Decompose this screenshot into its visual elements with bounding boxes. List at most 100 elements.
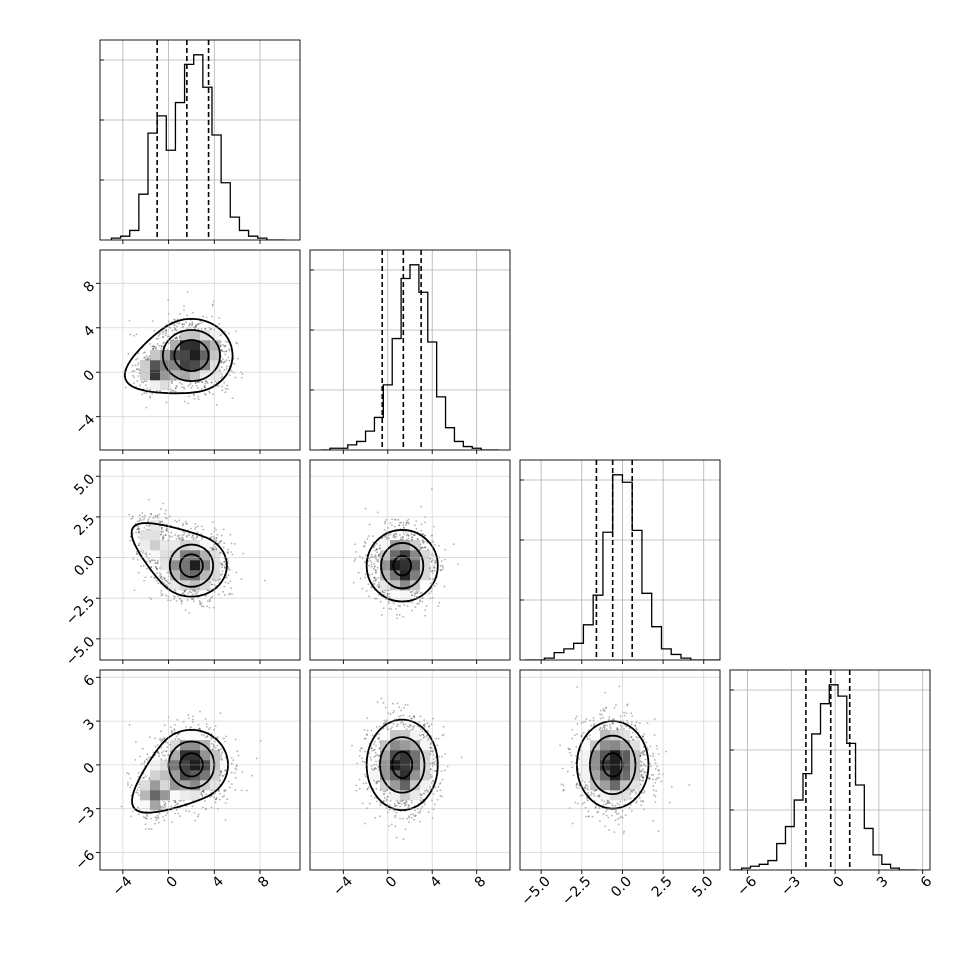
scatter-point bbox=[419, 793, 422, 795]
panel-frame bbox=[99, 39, 301, 241]
scatter-point bbox=[646, 722, 649, 725]
scatter-point bbox=[222, 774, 225, 777]
density-cell bbox=[210, 370, 221, 381]
density-cell bbox=[380, 550, 391, 561]
scatter-point bbox=[198, 603, 201, 605]
scatter-point bbox=[203, 734, 205, 737]
scatter-point bbox=[149, 388, 151, 391]
scatter-point bbox=[441, 568, 444, 571]
density-cell bbox=[630, 750, 641, 761]
density-cell bbox=[150, 790, 161, 801]
scatter-point bbox=[430, 742, 433, 744]
scatter-point bbox=[127, 353, 130, 355]
scatter-point bbox=[142, 518, 145, 521]
scatter-point bbox=[181, 536, 184, 539]
scatter-point bbox=[606, 724, 608, 727]
scatter-point bbox=[420, 733, 423, 736]
scatter-point bbox=[216, 744, 219, 747]
scatter-point bbox=[587, 810, 590, 813]
scatter-point bbox=[607, 816, 610, 819]
scatter-point bbox=[146, 815, 149, 817]
scatter-point bbox=[577, 768, 580, 771]
scatter-point bbox=[608, 829, 611, 831]
scatter-point bbox=[362, 782, 365, 785]
scatter-point bbox=[416, 538, 419, 541]
scatter-point bbox=[178, 335, 181, 338]
scatter-point bbox=[160, 530, 163, 533]
scatter-point bbox=[376, 780, 378, 783]
density-cell bbox=[380, 730, 391, 741]
scatter-point bbox=[145, 757, 148, 760]
scatter-point bbox=[378, 747, 381, 750]
scatter-point bbox=[147, 520, 150, 523]
scatter-point bbox=[568, 748, 570, 751]
scatter-point bbox=[136, 789, 139, 792]
scatter-point bbox=[187, 402, 189, 405]
scatter-point bbox=[148, 498, 150, 501]
scatter-point bbox=[202, 790, 204, 793]
scatter-point bbox=[155, 579, 158, 582]
scatter-point bbox=[575, 783, 578, 786]
scatter-point bbox=[210, 327, 213, 330]
scatter-point bbox=[223, 789, 226, 792]
scatter-point bbox=[398, 614, 401, 616]
scatter-point bbox=[429, 568, 432, 570]
scatter-point bbox=[142, 351, 145, 354]
scatter-point bbox=[160, 526, 163, 529]
scatter-point bbox=[190, 324, 193, 327]
scatter-point bbox=[194, 382, 197, 384]
scatter-point bbox=[422, 736, 425, 739]
scatter-point bbox=[143, 392, 146, 394]
scatter-point bbox=[226, 576, 228, 579]
scatter-point bbox=[372, 769, 375, 771]
scatter-point bbox=[374, 549, 377, 552]
scatter-point bbox=[652, 785, 655, 787]
scatter-point bbox=[586, 787, 588, 790]
scatter-point bbox=[174, 319, 177, 322]
scatter-point bbox=[408, 522, 410, 525]
scatter-point bbox=[569, 748, 572, 751]
x-tick-label: −3 bbox=[778, 873, 804, 899]
scatter-point bbox=[640, 800, 642, 803]
scatter-point bbox=[133, 376, 135, 379]
scatter-point bbox=[157, 337, 160, 340]
density-cell bbox=[410, 770, 421, 781]
density-cell bbox=[380, 780, 391, 791]
density-cell bbox=[390, 540, 401, 551]
scatter-point bbox=[373, 576, 375, 579]
scatter-point bbox=[434, 760, 437, 763]
scatter-point bbox=[241, 373, 244, 376]
scatter-point bbox=[228, 568, 231, 571]
scatter-point bbox=[380, 614, 383, 616]
density-cell bbox=[380, 540, 391, 551]
scatter-point bbox=[630, 797, 632, 800]
density-cell bbox=[390, 790, 401, 801]
density-cell bbox=[180, 780, 191, 791]
scatter-point bbox=[376, 566, 379, 569]
scatter-point bbox=[375, 548, 378, 551]
scatter-point bbox=[176, 385, 178, 388]
scatter-point bbox=[606, 802, 609, 805]
scatter-point bbox=[221, 385, 223, 388]
scatter-point bbox=[592, 792, 595, 795]
scatter-point bbox=[607, 718, 610, 721]
scatter-point bbox=[223, 345, 226, 348]
scatter-point bbox=[227, 567, 230, 570]
scatter-point bbox=[617, 817, 619, 820]
scatter-point bbox=[400, 536, 402, 539]
scatter-point bbox=[144, 552, 147, 555]
scatter-point bbox=[219, 551, 222, 554]
scatter-point bbox=[411, 728, 414, 731]
scatter-point bbox=[403, 604, 406, 606]
scatter-point bbox=[164, 579, 167, 582]
scatter-point bbox=[201, 605, 203, 608]
scatter-point bbox=[425, 789, 428, 792]
scatter-point bbox=[634, 791, 637, 793]
scatter-point bbox=[211, 748, 214, 751]
scatter-point bbox=[124, 386, 127, 389]
scatter-point bbox=[224, 740, 226, 743]
scatter-point bbox=[208, 391, 211, 394]
density-cell bbox=[140, 800, 151, 811]
scatter-point bbox=[389, 522, 392, 525]
scatter-point bbox=[215, 548, 218, 551]
